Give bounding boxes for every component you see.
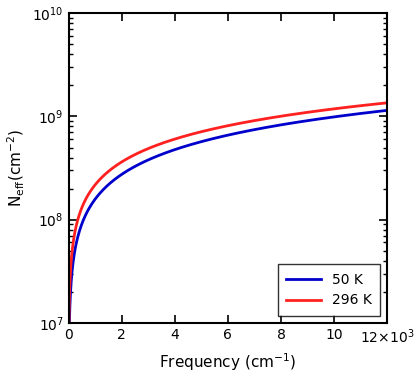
50 K xyxy=(259,126,264,131)
Y-axis label: N$_{\rm eff}$(cm$^{-2}$): N$_{\rm eff}$(cm$^{-2}$) xyxy=(5,129,26,207)
296 K xyxy=(294,111,299,116)
X-axis label: Frequency (cm$^{-1}$): Frequency (cm$^{-1}$) xyxy=(159,352,297,373)
50 K xyxy=(364,111,369,115)
Line: 296 K: 296 K xyxy=(68,103,387,379)
296 K xyxy=(217,125,222,130)
296 K xyxy=(385,100,390,105)
296 K xyxy=(259,117,264,122)
50 K xyxy=(294,120,299,125)
50 K xyxy=(385,108,390,113)
296 K xyxy=(364,103,369,107)
296 K xyxy=(145,146,150,151)
50 K xyxy=(145,158,150,162)
Legend: 50 K, 296 K: 50 K, 296 K xyxy=(278,264,380,316)
Line: 50 K: 50 K xyxy=(68,110,387,379)
50 K xyxy=(270,124,276,128)
50 K xyxy=(217,135,222,139)
296 K xyxy=(270,115,276,120)
